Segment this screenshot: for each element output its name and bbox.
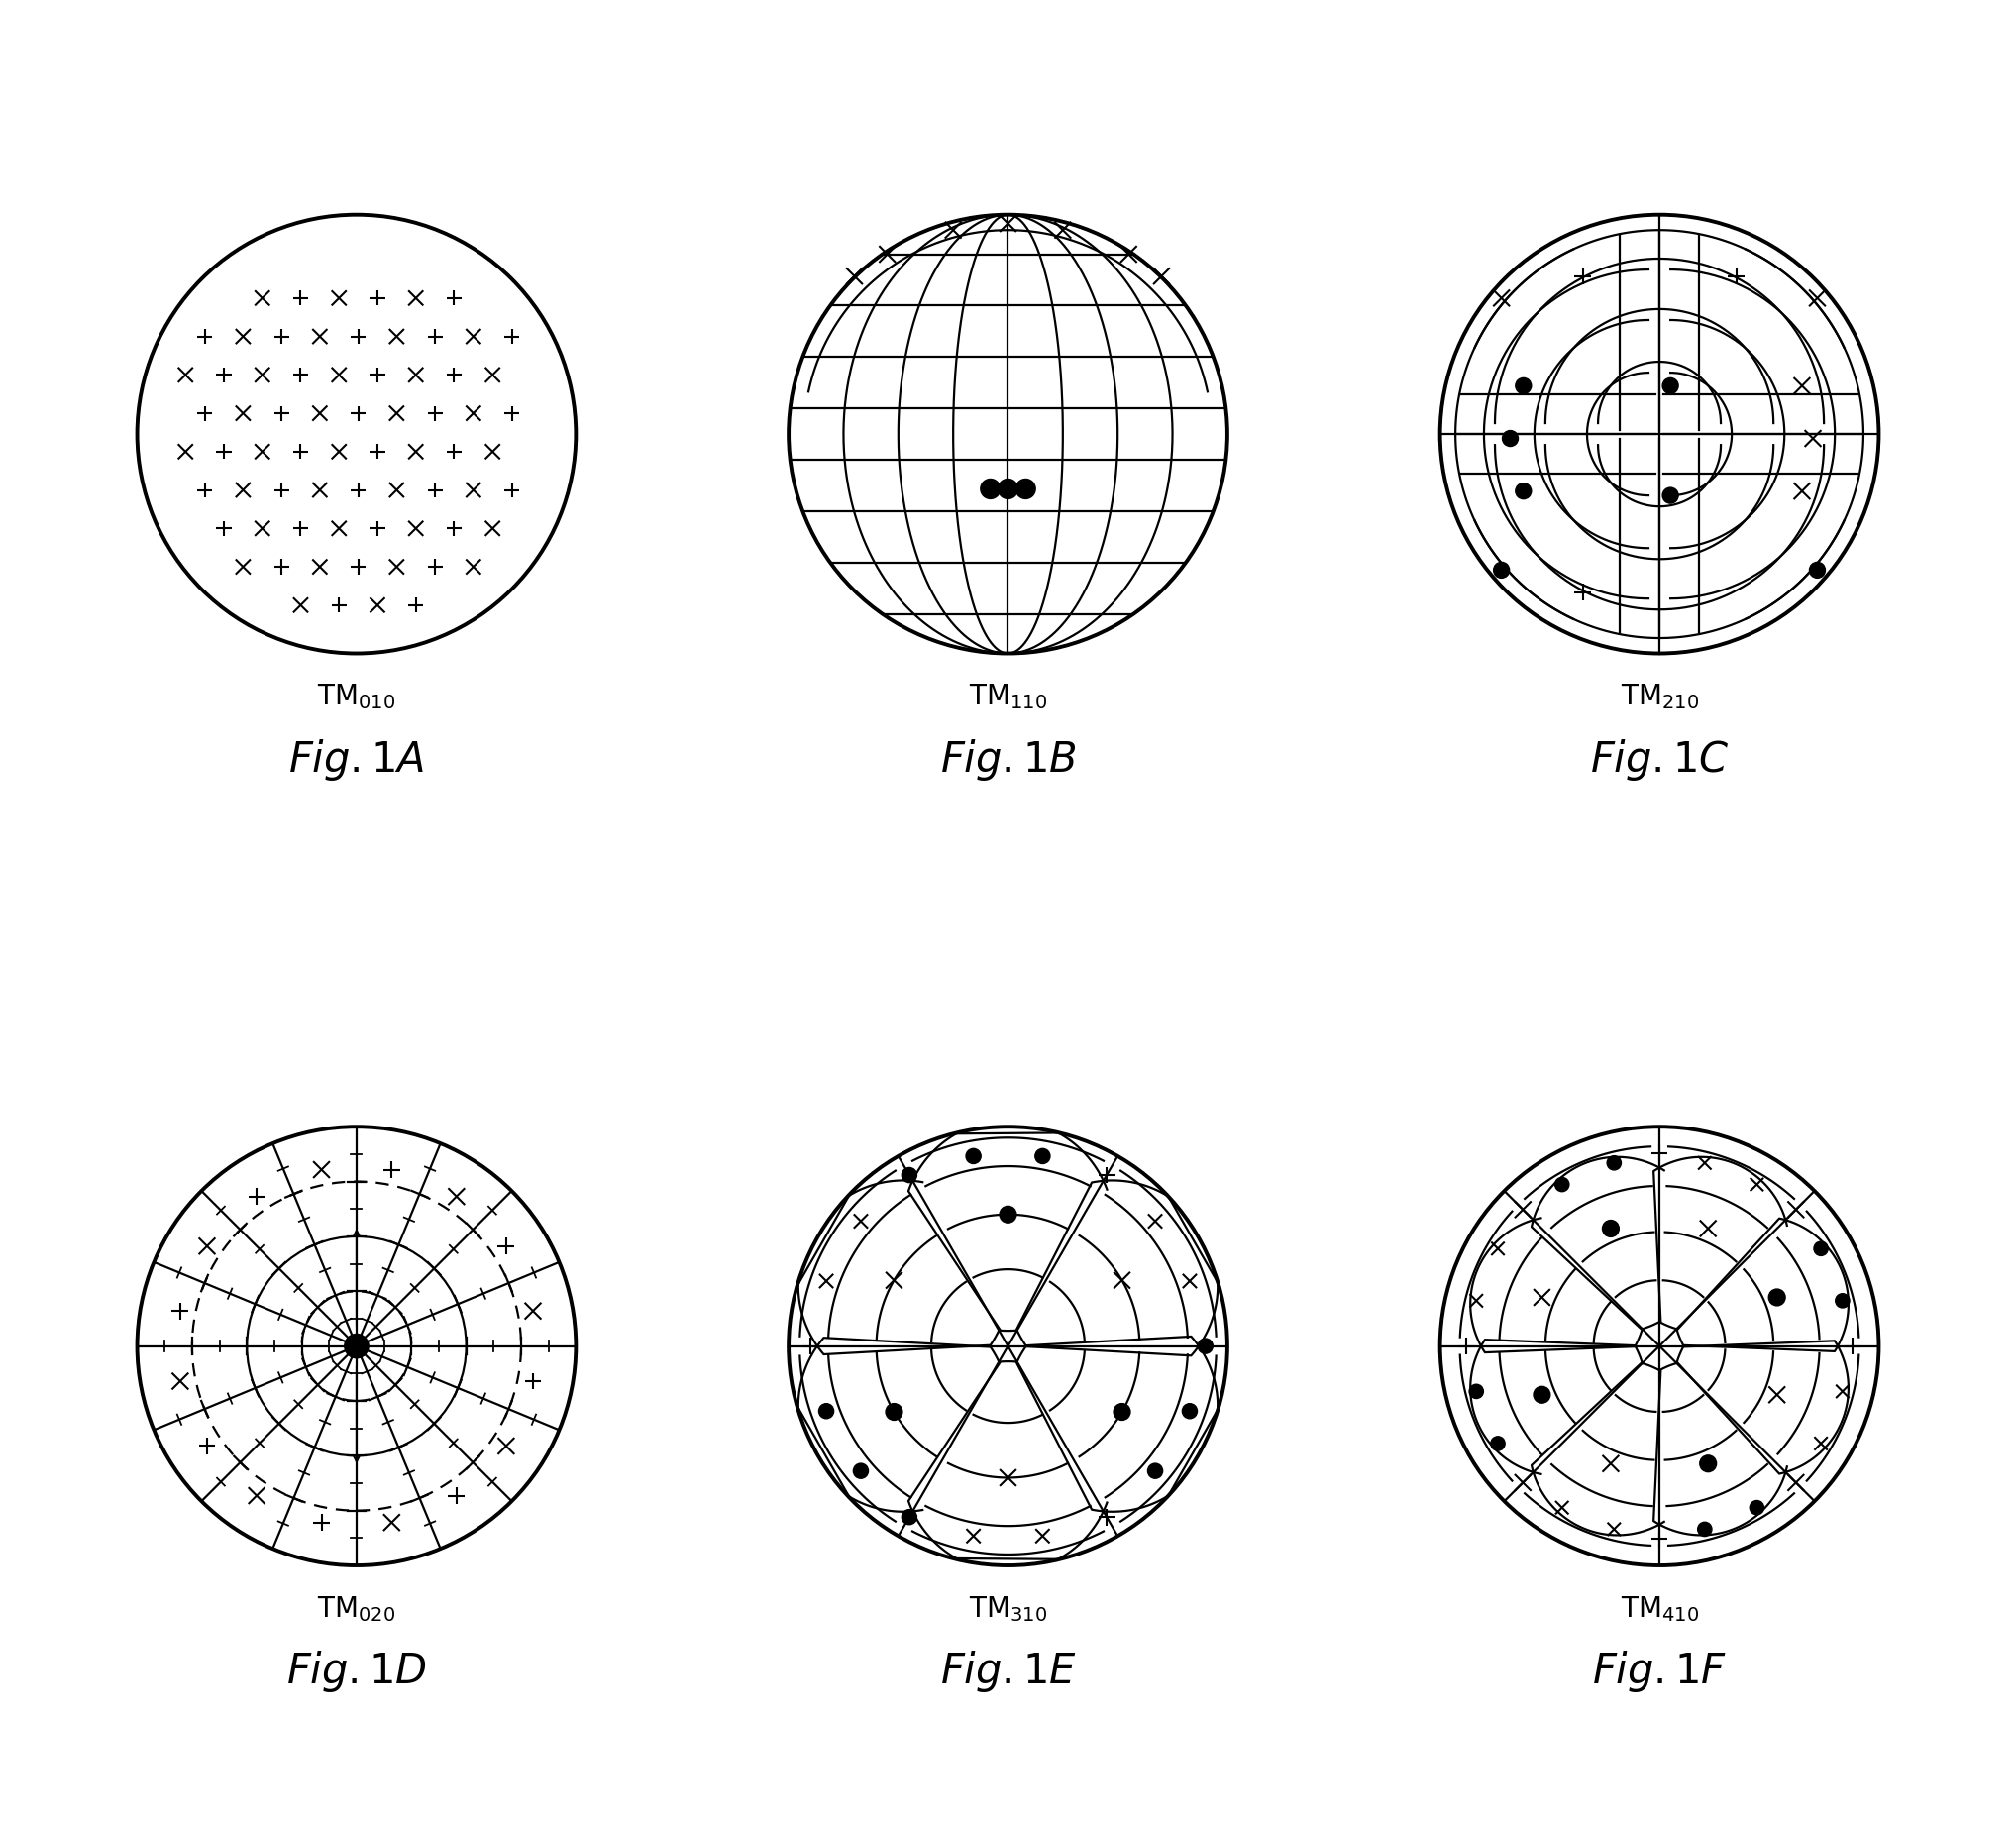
Circle shape (1697, 1521, 1712, 1536)
Circle shape (980, 480, 1000, 498)
Text: $\mathit{Fig.1E}$: $\mathit{Fig.1E}$ (939, 1649, 1077, 1694)
Circle shape (853, 1463, 869, 1479)
Circle shape (1181, 1404, 1198, 1419)
Circle shape (1494, 562, 1510, 578)
Text: $\mathit{Fig.1A}$: $\mathit{Fig.1A}$ (288, 737, 425, 782)
Circle shape (1034, 1149, 1050, 1164)
Circle shape (1000, 1206, 1016, 1222)
Text: $\mathrm{TM}_{410}$: $\mathrm{TM}_{410}$ (1621, 1594, 1699, 1623)
Circle shape (818, 1404, 835, 1419)
Circle shape (345, 1333, 369, 1359)
Circle shape (1147, 1463, 1163, 1479)
Text: $\mathrm{TM}_{210}$: $\mathrm{TM}_{210}$ (1621, 682, 1699, 711)
Circle shape (901, 1510, 917, 1525)
Circle shape (901, 1167, 917, 1182)
Circle shape (1603, 1220, 1619, 1237)
Circle shape (1663, 487, 1677, 503)
Circle shape (998, 480, 1018, 498)
Circle shape (1810, 562, 1824, 578)
Circle shape (1198, 1339, 1214, 1353)
Circle shape (1113, 1403, 1131, 1421)
Circle shape (1516, 378, 1532, 394)
Circle shape (1663, 378, 1677, 394)
Circle shape (1470, 1384, 1484, 1399)
Text: $\mathrm{TM}_{310}$: $\mathrm{TM}_{310}$ (970, 1594, 1046, 1623)
Circle shape (1814, 1242, 1829, 1255)
Circle shape (1502, 430, 1518, 447)
Text: $\mathit{Fig.1B}$: $\mathit{Fig.1B}$ (939, 737, 1077, 782)
Circle shape (1016, 480, 1036, 498)
Text: $\mathrm{TM}_{110}$: $\mathrm{TM}_{110}$ (970, 682, 1046, 711)
Text: $\mathit{Fig.1F}$: $\mathit{Fig.1F}$ (1593, 1649, 1728, 1694)
Circle shape (1607, 1156, 1621, 1169)
Circle shape (1490, 1437, 1506, 1450)
Circle shape (1699, 1456, 1716, 1472)
Circle shape (1516, 483, 1532, 500)
Circle shape (885, 1403, 903, 1421)
Text: $\mathit{Fig.1D}$: $\mathit{Fig.1D}$ (286, 1649, 427, 1694)
Circle shape (1554, 1178, 1568, 1191)
Text: $\mathit{Fig.1C}$: $\mathit{Fig.1C}$ (1591, 737, 1730, 782)
Text: $\mathrm{TM}_{020}$: $\mathrm{TM}_{020}$ (317, 1594, 395, 1623)
Circle shape (966, 1149, 982, 1164)
Circle shape (1835, 1293, 1849, 1308)
Circle shape (1750, 1501, 1764, 1514)
Circle shape (1768, 1290, 1786, 1306)
Text: $\mathrm{TM}_{010}$: $\mathrm{TM}_{010}$ (317, 682, 395, 711)
Circle shape (1534, 1386, 1550, 1403)
